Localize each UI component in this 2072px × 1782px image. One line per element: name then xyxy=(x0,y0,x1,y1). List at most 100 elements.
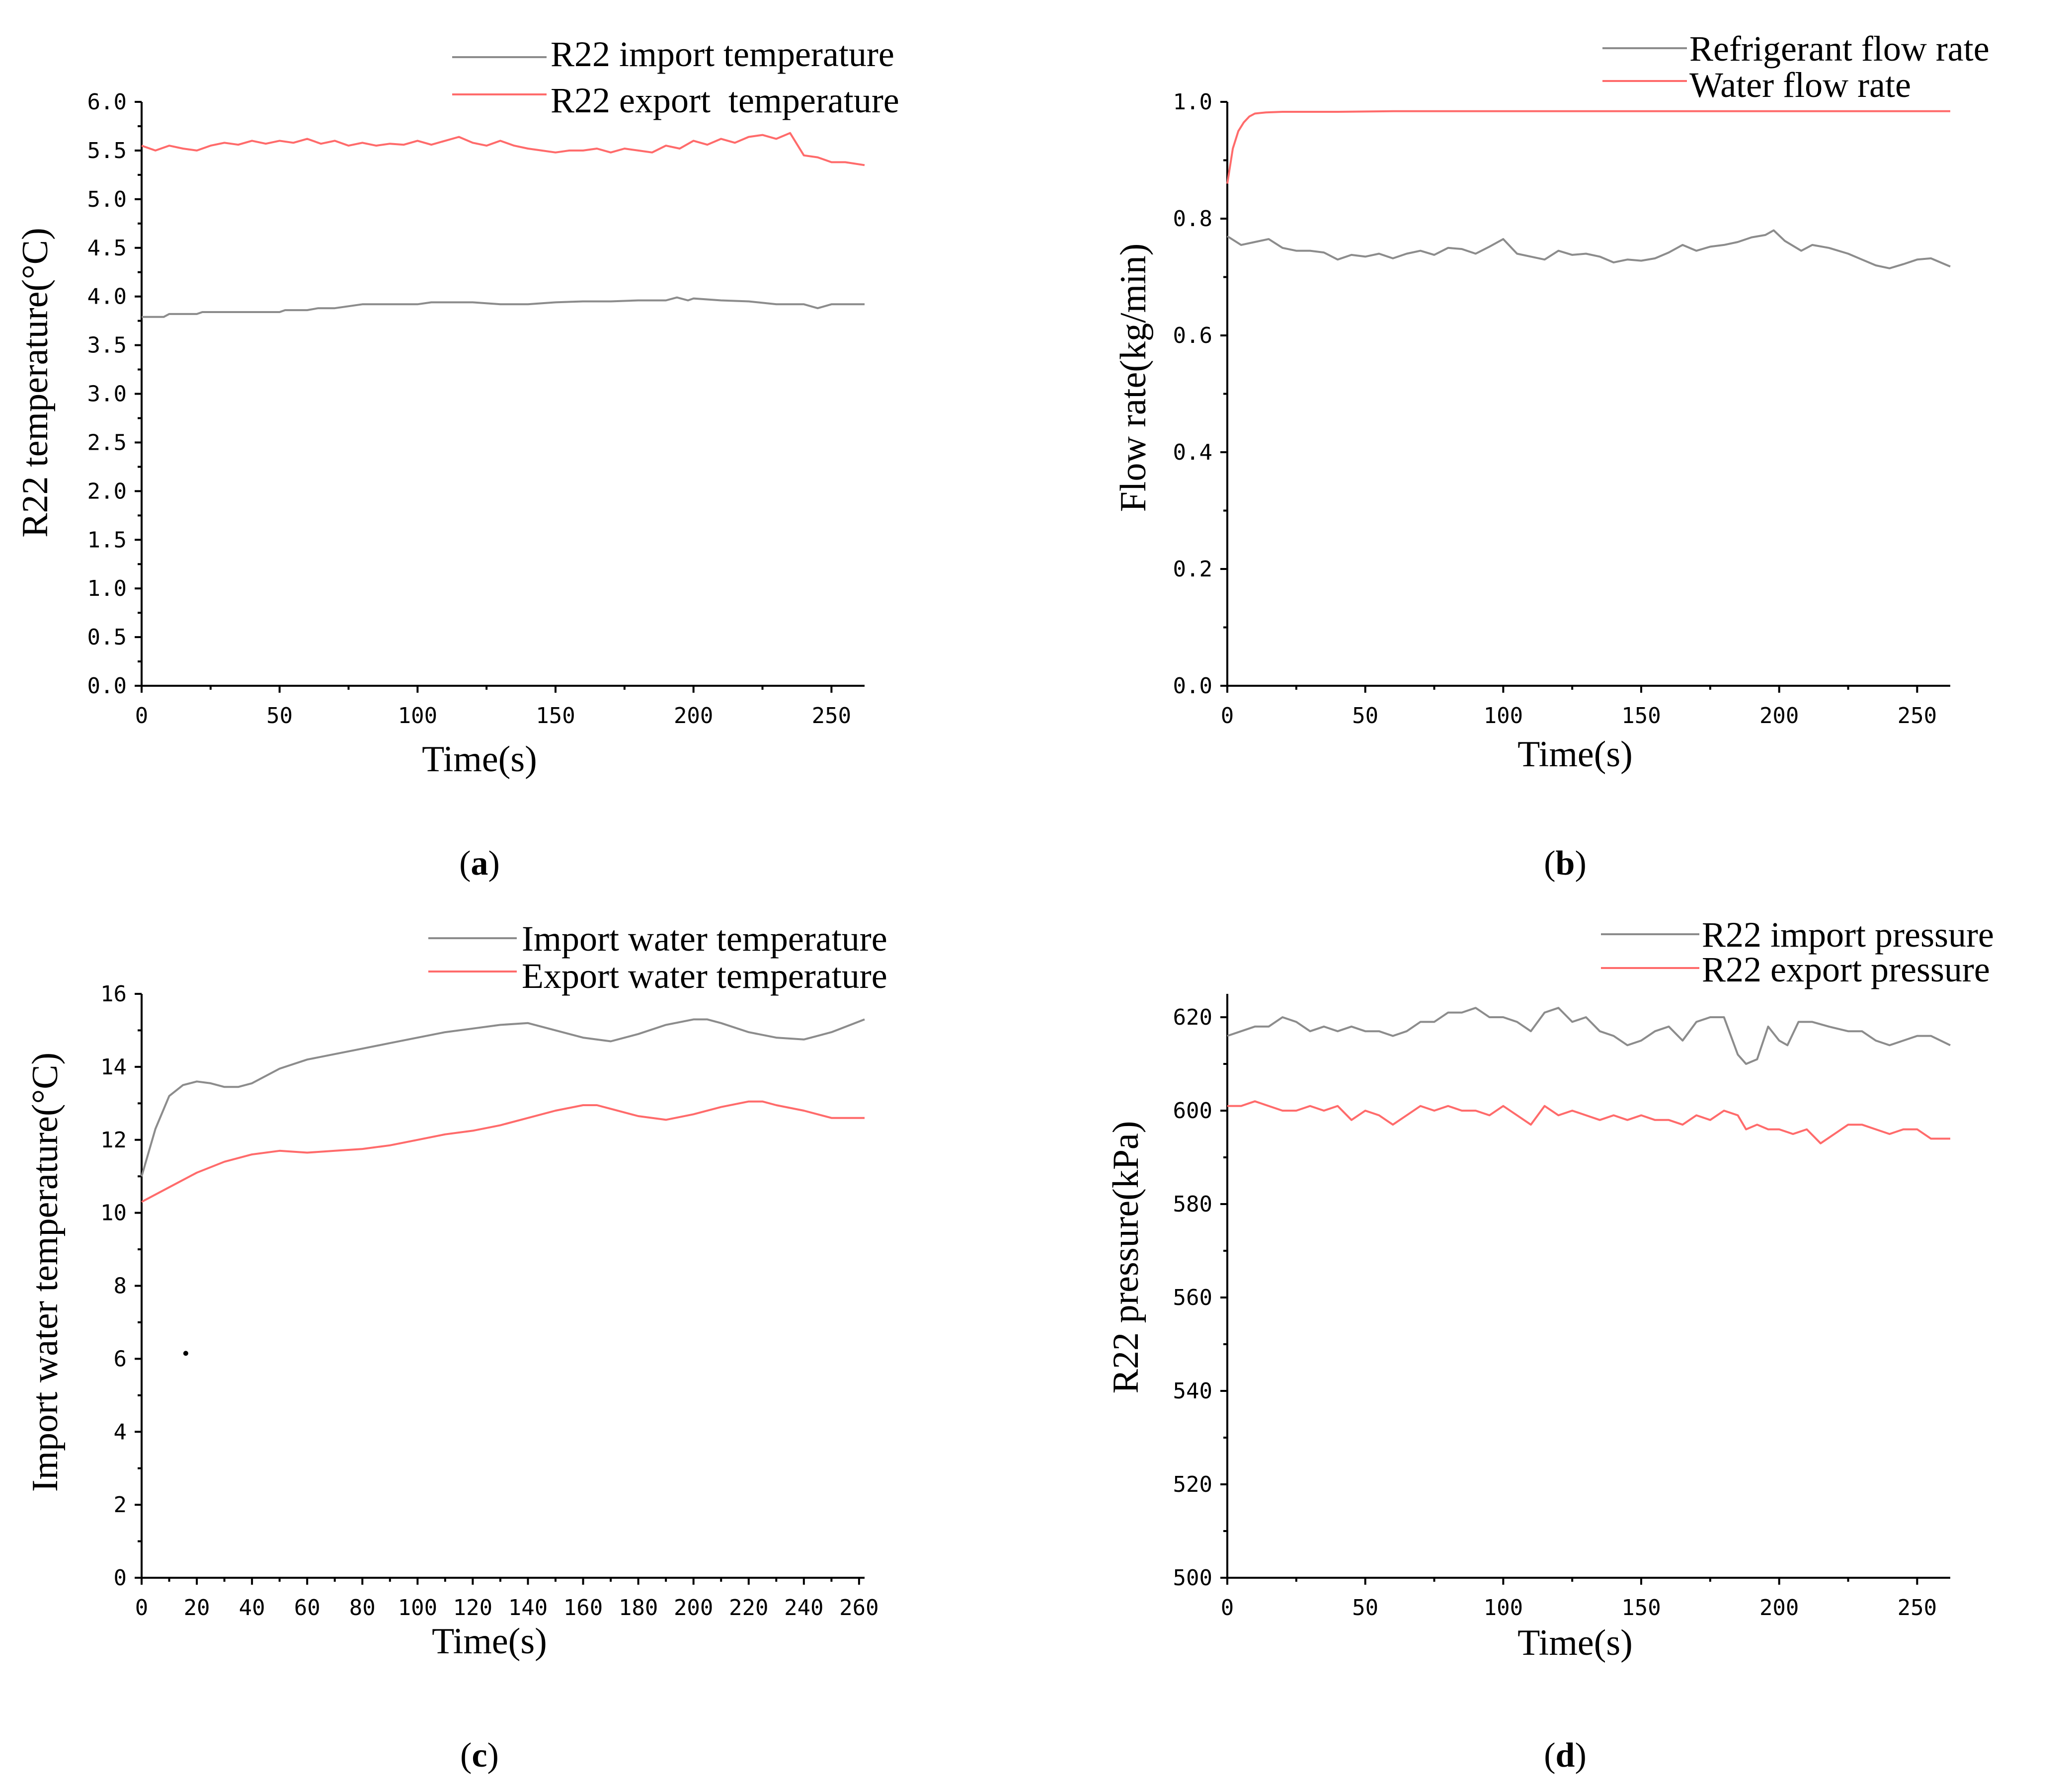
x-tick-label: 240 xyxy=(784,1595,823,1620)
y-tick-label: 0 xyxy=(114,1565,127,1591)
panel-caption: (c) xyxy=(460,1736,499,1775)
y-tick-label: 14 xyxy=(100,1054,127,1080)
y-tick-label: 0.4 xyxy=(1173,440,1212,465)
y-axis-label: Flow rate(kg/min) xyxy=(1113,243,1154,512)
y-tick-label: 0.0 xyxy=(1173,673,1212,699)
y-tick-label: 12 xyxy=(100,1128,127,1153)
y-tick-label: 600 xyxy=(1173,1098,1212,1124)
x-tick-label: 200 xyxy=(674,1595,713,1620)
y-tick-label: 560 xyxy=(1173,1285,1212,1310)
legend-label-r22-export-pressure: R22 export pressure xyxy=(1702,950,1990,989)
panel-d: 0 50 100 150 200 250 500 520 540 560 580 600 620 R22… xyxy=(1106,915,1994,1775)
series-line-r22-import-temperature xyxy=(142,296,865,318)
x-tick-label: 40 xyxy=(239,1595,265,1620)
tick-group: 0 50 100 150 200 250 500 520 540 560 580 600 620 xyxy=(1173,1005,1937,1620)
y-tick-label: 0.2 xyxy=(1173,557,1212,582)
y-tick-label: 16 xyxy=(100,981,127,1007)
y-axis-label: Import water temperature(°C) xyxy=(25,1053,66,1492)
panel-caption: (b) xyxy=(1544,844,1587,883)
legend: Import water temperature Export water te… xyxy=(428,919,887,996)
x-tick-label: 50 xyxy=(1352,1595,1378,1620)
y-tick-label: 500 xyxy=(1173,1565,1212,1591)
x-axis-label: Time(s) xyxy=(432,1621,547,1662)
panel-a: 0 50 100 150 200 250 0.0 0.5 1.0 1.5 2.0 2.5 3.0 3.5 4… xyxy=(15,34,899,883)
panel-b: 0 50 100 150 200 250 0.0 0.2 0.4 0.6 0.8 1.0 Refrig… xyxy=(1113,29,1990,883)
x-tick-label: 260 xyxy=(839,1595,878,1620)
x-tick-label: 200 xyxy=(1759,703,1799,729)
y-tick-label: 0.0 xyxy=(87,673,127,699)
y-tick-label: 2.0 xyxy=(87,479,127,504)
plot-area xyxy=(141,1018,865,1356)
y-tick-label: 620 xyxy=(1173,1005,1212,1030)
y-tick-label: 0.6 xyxy=(1173,323,1212,348)
y-tick-label: 3.0 xyxy=(87,382,127,407)
panel-caption: (d) xyxy=(1544,1736,1587,1775)
plot-area xyxy=(1227,1007,1951,1144)
y-tick-label: 6 xyxy=(114,1346,127,1372)
legend-label-import-water-temperature: Import water temperature xyxy=(522,919,887,959)
x-axis-label: Time(s) xyxy=(1517,734,1633,775)
panel-caption: (a) xyxy=(459,844,500,883)
x-tick-label: 100 xyxy=(398,1595,437,1620)
series-line-water-flow-rate xyxy=(1226,110,1950,184)
y-tick-label: 2 xyxy=(114,1492,127,1518)
y-axis-label: R22 pressure(kPa) xyxy=(1106,1121,1146,1394)
tick-group: 0 20 40 60 80 100 120 140 160 180 200 220 240 260 0 2 4 6… xyxy=(100,981,879,1620)
series-line-r22-export-pressure xyxy=(1227,1100,1950,1144)
y-tick-label: 5.5 xyxy=(87,138,127,163)
y-tick-label: 4 xyxy=(114,1419,127,1445)
y-tick-label: 1.0 xyxy=(1173,89,1212,115)
x-tick-label: 180 xyxy=(619,1595,658,1620)
legend-label-export-water-temperature: Export water temperature xyxy=(522,956,887,996)
y-tick-label: 0.8 xyxy=(1173,206,1212,232)
legend-label-refrigerant-flow-rate: Refrigerant flow rate xyxy=(1689,29,1990,69)
y-tick-label: 8 xyxy=(114,1274,127,1299)
x-tick-label: 80 xyxy=(349,1595,376,1620)
series-line-r22-export-temperature xyxy=(141,132,865,166)
y-tick-label: 4.0 xyxy=(87,284,127,310)
x-tick-label: 200 xyxy=(674,703,713,729)
legend-label-r22-import-pressure: R22 import pressure xyxy=(1702,915,1994,955)
x-tick-label: 250 xyxy=(1898,703,1937,729)
x-tick-label: 140 xyxy=(508,1595,548,1620)
x-tick-label: 50 xyxy=(1352,703,1378,729)
y-tick-label: 4.5 xyxy=(87,236,127,261)
stray-data-point xyxy=(183,1351,188,1356)
x-tick-label: 20 xyxy=(184,1595,210,1620)
panel-c: 0 20 40 60 80 100 120 140 160 180 200 220 240 260 0 2 4 6… xyxy=(25,919,887,1775)
y-tick-label: 6.0 xyxy=(87,89,127,115)
y-tick-label: 2.5 xyxy=(87,430,127,455)
x-tick-label: 150 xyxy=(1621,1595,1661,1620)
x-tick-label: 200 xyxy=(1759,1595,1799,1620)
x-tick-label: 50 xyxy=(266,703,293,729)
legend: R22 import temperature R22 export temper… xyxy=(452,34,899,120)
series-line-refrigerant-flow-rate xyxy=(1226,229,1951,269)
x-tick-label: 220 xyxy=(729,1595,768,1620)
y-tick-label: 10 xyxy=(100,1201,127,1226)
legend: R22 import pressure R22 export pressure xyxy=(1601,915,1994,989)
y-tick-label: 1.0 xyxy=(87,576,127,601)
tick-group: 0 50 100 150 200 250 0.0 0.2 0.4 0.6 0.8 1.0 xyxy=(1173,89,1937,729)
x-tick-label: 60 xyxy=(294,1595,320,1620)
x-tick-label: 100 xyxy=(1484,1595,1523,1620)
y-tick-label: 0.5 xyxy=(87,625,127,650)
legend: Refrigerant flow rate Water flow rate xyxy=(1602,29,1990,105)
x-tick-label: 120 xyxy=(453,1595,492,1620)
y-tick-label: 3.5 xyxy=(87,333,127,358)
x-tick-label: 100 xyxy=(1484,703,1523,729)
x-tick-label: 250 xyxy=(812,703,851,729)
x-tick-label: 0 xyxy=(135,703,149,729)
x-tick-label: 250 xyxy=(1898,1595,1937,1620)
legend-label-r22-import-temperature: R22 import temperature xyxy=(551,34,894,74)
x-tick-label: 0 xyxy=(1221,703,1234,729)
x-axis-label: Time(s) xyxy=(1517,1622,1633,1663)
x-tick-label: 160 xyxy=(563,1595,603,1620)
x-axis-label: Time(s) xyxy=(422,739,537,780)
x-tick-label: 0 xyxy=(1221,1595,1234,1620)
y-tick-label: 5.0 xyxy=(87,187,127,212)
y-tick-label: 580 xyxy=(1173,1192,1212,1217)
legend-label-water-flow-rate: Water flow rate xyxy=(1689,65,1911,105)
x-tick-label: 100 xyxy=(398,703,437,729)
y-axis-label: R22 temperature(°C) xyxy=(15,228,56,537)
